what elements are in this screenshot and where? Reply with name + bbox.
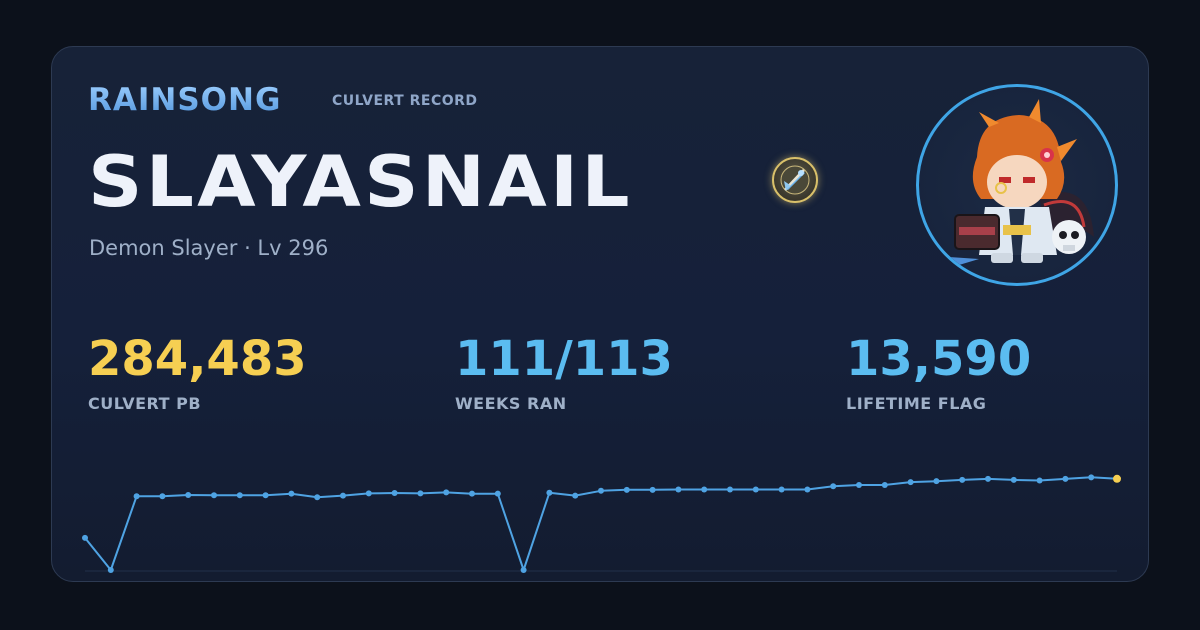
character-avatar-icon	[916, 84, 1118, 286]
score-point	[520, 567, 527, 573]
guild-emblem-icon	[772, 157, 818, 203]
score-point	[340, 492, 346, 499]
score-point	[572, 492, 579, 499]
culvert-record-card: RAINSONG CULVERT RECORD SLAYASNAIL Demon…	[51, 46, 1149, 582]
score-point	[365, 490, 372, 497]
score-point	[469, 490, 475, 497]
weeks-ran-value: 111/113	[455, 331, 673, 387]
brand-title: RAINSONG	[88, 82, 282, 118]
score-point	[262, 492, 269, 499]
score-point	[856, 482, 862, 489]
score-point	[236, 492, 243, 499]
score-point	[881, 482, 888, 489]
weeks-ran-label: WEEKS RAN	[455, 394, 567, 413]
score-point	[830, 483, 837, 490]
culvert-pb-value: 284,483	[88, 331, 307, 387]
score-point	[649, 486, 656, 493]
lifetime-flag-value: 13,590	[846, 331, 1032, 387]
stat-culvert-pb: 284,483 CULVERT PB	[88, 331, 307, 414]
score-point	[443, 489, 450, 496]
score-point	[675, 486, 682, 493]
score-point	[1010, 476, 1017, 483]
latest-score-point	[1113, 474, 1121, 483]
score-point	[288, 490, 295, 497]
score-point	[314, 494, 321, 501]
score-point	[391, 490, 398, 497]
score-point	[598, 487, 604, 494]
player-name: SLAYASNAIL	[88, 141, 633, 223]
class-level-text: Demon Slayer · Lv 296	[89, 236, 329, 260]
score-point	[623, 486, 630, 493]
record-label: CULVERT RECORD	[332, 93, 478, 109]
score-point	[82, 534, 88, 541]
culvert-pb-label: CULVERT PB	[88, 394, 202, 413]
score-history-chart	[82, 474, 1121, 573]
score-point	[907, 479, 914, 486]
score-point	[959, 476, 966, 483]
score-point	[752, 486, 759, 493]
score-point	[107, 567, 114, 573]
score-point	[211, 492, 217, 499]
score-point	[159, 493, 166, 500]
score-point	[933, 478, 940, 485]
score-point	[494, 490, 501, 497]
score-point	[804, 486, 811, 493]
score-point	[727, 486, 733, 493]
score-point	[701, 486, 708, 493]
lifetime-flag-label: LIFETIME FLAG	[846, 394, 987, 413]
score-point	[1088, 474, 1095, 481]
score-point	[417, 490, 424, 497]
score-point	[1062, 475, 1069, 482]
score-point	[133, 493, 140, 500]
stat-lifetime-flag: 13,590 LIFETIME FLAG	[846, 331, 1031, 414]
score-point	[985, 475, 991, 482]
score-point	[546, 489, 553, 496]
score-point	[185, 491, 192, 498]
stat-weeks-ran: 111/113 WEEKS RAN	[455, 331, 673, 414]
score-point	[1036, 477, 1043, 484]
score-point	[778, 486, 785, 493]
